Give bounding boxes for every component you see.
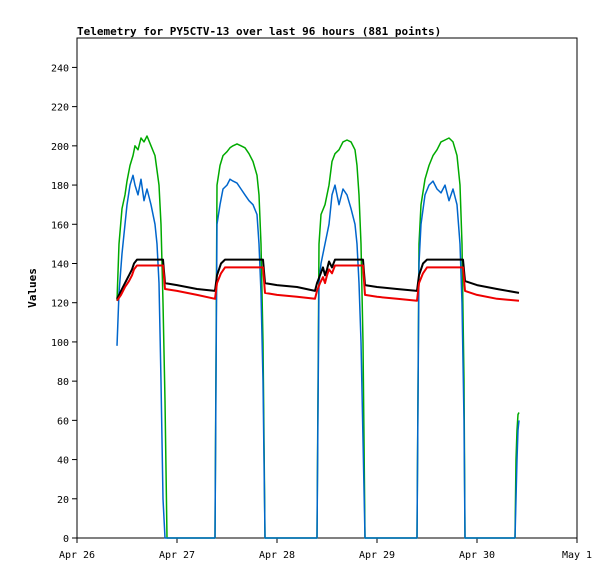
y-tick-label: 200: [51, 142, 69, 153]
x-tick-label: Apr 27: [159, 550, 195, 561]
x-tick-label: Apr 29: [359, 550, 395, 561]
series-line-1: [116, 174, 520, 539]
y-tick-label: 20: [57, 495, 69, 506]
y-tick-label: 140: [51, 259, 69, 270]
y-axis-label: Values: [26, 268, 39, 308]
chart-title: Telemetry for PY5CTV-13 over last 96 hou…: [77, 25, 441, 38]
x-tick-label: Apr 30: [459, 550, 495, 561]
y-axis: 0 20 40 60 80 100 120 140 160 180 200 220 240: [51, 63, 77, 545]
x-axis: Apr 26 Apr 27 Apr 28 Apr 29 Apr 30 May 1: [59, 538, 592, 561]
y-tick-label: 80: [57, 377, 69, 388]
y-tick-label: 180: [51, 181, 69, 192]
y-tick-label: 240: [51, 63, 69, 74]
y-tick-label: 0: [63, 534, 69, 545]
y-tick-label: 100: [51, 338, 69, 349]
y-tick-label: 60: [57, 416, 69, 427]
series-line-3: [116, 264, 520, 302]
series-line-2: [116, 258, 520, 300]
x-tick-label: Apr 26: [59, 550, 95, 561]
plot-frame: [76, 37, 578, 539]
y-tick-label: 120: [51, 299, 69, 310]
y-tick-label: 160: [51, 220, 69, 231]
x-tick-label: May 1: [562, 550, 592, 561]
series-lines: [116, 135, 520, 539]
y-tick-label: 220: [51, 103, 69, 114]
y-tick-label: 40: [57, 456, 69, 467]
x-tick-label: Apr 28: [259, 550, 295, 561]
